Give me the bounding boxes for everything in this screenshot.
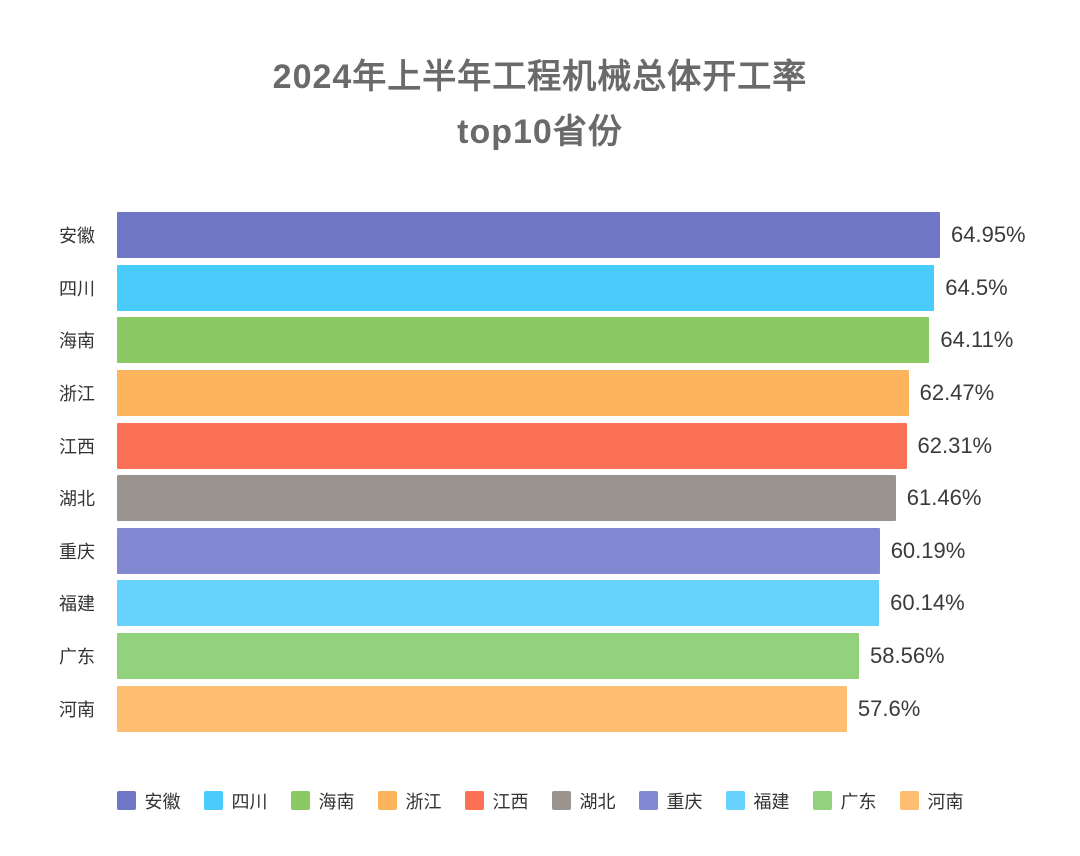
bar (117, 527, 880, 574)
chart-row: 浙江 62.47% (0, 369, 1080, 416)
legend-label: 重庆 (666, 791, 703, 812)
bar (117, 212, 940, 259)
legend-item: 海南 (290, 788, 355, 814)
bar-area: 64.11% (117, 317, 1080, 364)
bar-area: 61.46% (117, 475, 1080, 522)
bar-area: 64.95% (117, 212, 1080, 259)
bar-area: 64.5% (117, 264, 1080, 311)
value-label: 64.11% (940, 327, 1014, 353)
category-label: 广东 (59, 646, 95, 667)
bar (117, 422, 907, 469)
legend-swatch (290, 791, 310, 810)
legend-item: 福建 (725, 788, 790, 814)
bar-area: 60.14% (117, 580, 1080, 627)
bar (117, 685, 847, 732)
legend-label: 浙江 (405, 791, 442, 812)
legend-swatch (725, 791, 745, 810)
bar (117, 632, 859, 679)
value-label: 64.95% (951, 222, 1026, 248)
chart-legend: 安徽 四川 海南 浙江 江西 湖北 重庆 福建 广东 河南 (0, 788, 1080, 814)
value-label: 62.31% (917, 432, 993, 458)
value-label: 60.19% (890, 537, 966, 563)
legend-swatch (551, 791, 571, 810)
legend-label: 四川 (231, 791, 268, 812)
value-label: 58.56% (870, 642, 945, 668)
bar-area: 57.6% (117, 685, 1080, 732)
bar-chart: 安徽 64.95% 四川 64.5% 海南 64.11% 浙江 62.47% 江… (0, 212, 1080, 732)
chart-title-line1: 2024年上半年工程机械总体开工率 (272, 58, 808, 96)
value-label: 64.5% (945, 274, 1008, 300)
legend-label: 安徽 (144, 791, 181, 812)
category-label: 四川 (59, 278, 95, 299)
legend-swatch (464, 791, 484, 810)
chart-row: 广东 58.56% (0, 632, 1080, 679)
legend-label: 广东 (840, 791, 877, 812)
chart-row: 湖北 61.46% (0, 475, 1080, 522)
chart-row: 福建 60.14% (0, 580, 1080, 627)
legend-label: 江西 (492, 791, 529, 812)
legend-item: 湖北 (551, 788, 616, 814)
legend-swatch (116, 791, 136, 810)
category-label: 安徽 (59, 226, 95, 247)
legend-item: 浙江 (377, 788, 442, 814)
bar (117, 580, 880, 627)
legend-swatch (812, 791, 832, 810)
legend-swatch (203, 791, 223, 810)
category-label: 重庆 (59, 541, 95, 562)
legend-label: 海南 (318, 791, 355, 812)
legend-swatch (638, 791, 658, 810)
bar-area: 60.19% (117, 527, 1080, 574)
chart-row: 安徽 64.95% (0, 212, 1080, 259)
bar (117, 475, 896, 522)
category-label: 海南 (59, 331, 95, 352)
chart-row: 海南 64.11% (0, 317, 1080, 364)
value-label: 57.6% (857, 695, 921, 721)
legend-item: 重庆 (638, 788, 703, 814)
legend-swatch (899, 791, 919, 810)
chart-row: 重庆 60.19% (0, 527, 1080, 574)
legend-item: 广东 (812, 788, 877, 814)
value-label: 60.14% (890, 590, 965, 616)
chart-row: 江西 62.31% (0, 422, 1080, 469)
bar-area: 62.31% (117, 422, 1080, 469)
value-label: 62.47% (919, 379, 995, 405)
legend-label: 河南 (927, 791, 964, 812)
bar (117, 369, 909, 416)
bar-area: 58.56% (117, 632, 1080, 679)
legend-item: 安徽 (116, 788, 181, 814)
legend-label: 湖北 (579, 791, 616, 812)
category-label: 河南 (59, 699, 95, 720)
legend-swatch (377, 791, 397, 810)
legend-item: 四川 (203, 788, 268, 814)
category-label: 福建 (59, 594, 95, 615)
bar (117, 264, 935, 311)
chart-row: 四川 64.5% (0, 264, 1080, 311)
chart-row: 河南 57.6% (0, 685, 1080, 732)
legend-item: 河南 (899, 788, 964, 814)
legend-item: 江西 (464, 788, 529, 814)
category-label: 江西 (59, 436, 95, 457)
legend-label: 福建 (753, 791, 790, 812)
bar (117, 317, 930, 364)
value-label: 61.46% (906, 485, 982, 511)
chart-title: 2024年上半年工程机械总体开工率 top10省份 (0, 0, 1080, 160)
chart-title-line2: top10省份 (457, 113, 623, 152)
bar-area: 62.47% (117, 369, 1080, 416)
category-label: 浙江 (59, 383, 95, 404)
category-label: 湖北 (59, 489, 95, 510)
